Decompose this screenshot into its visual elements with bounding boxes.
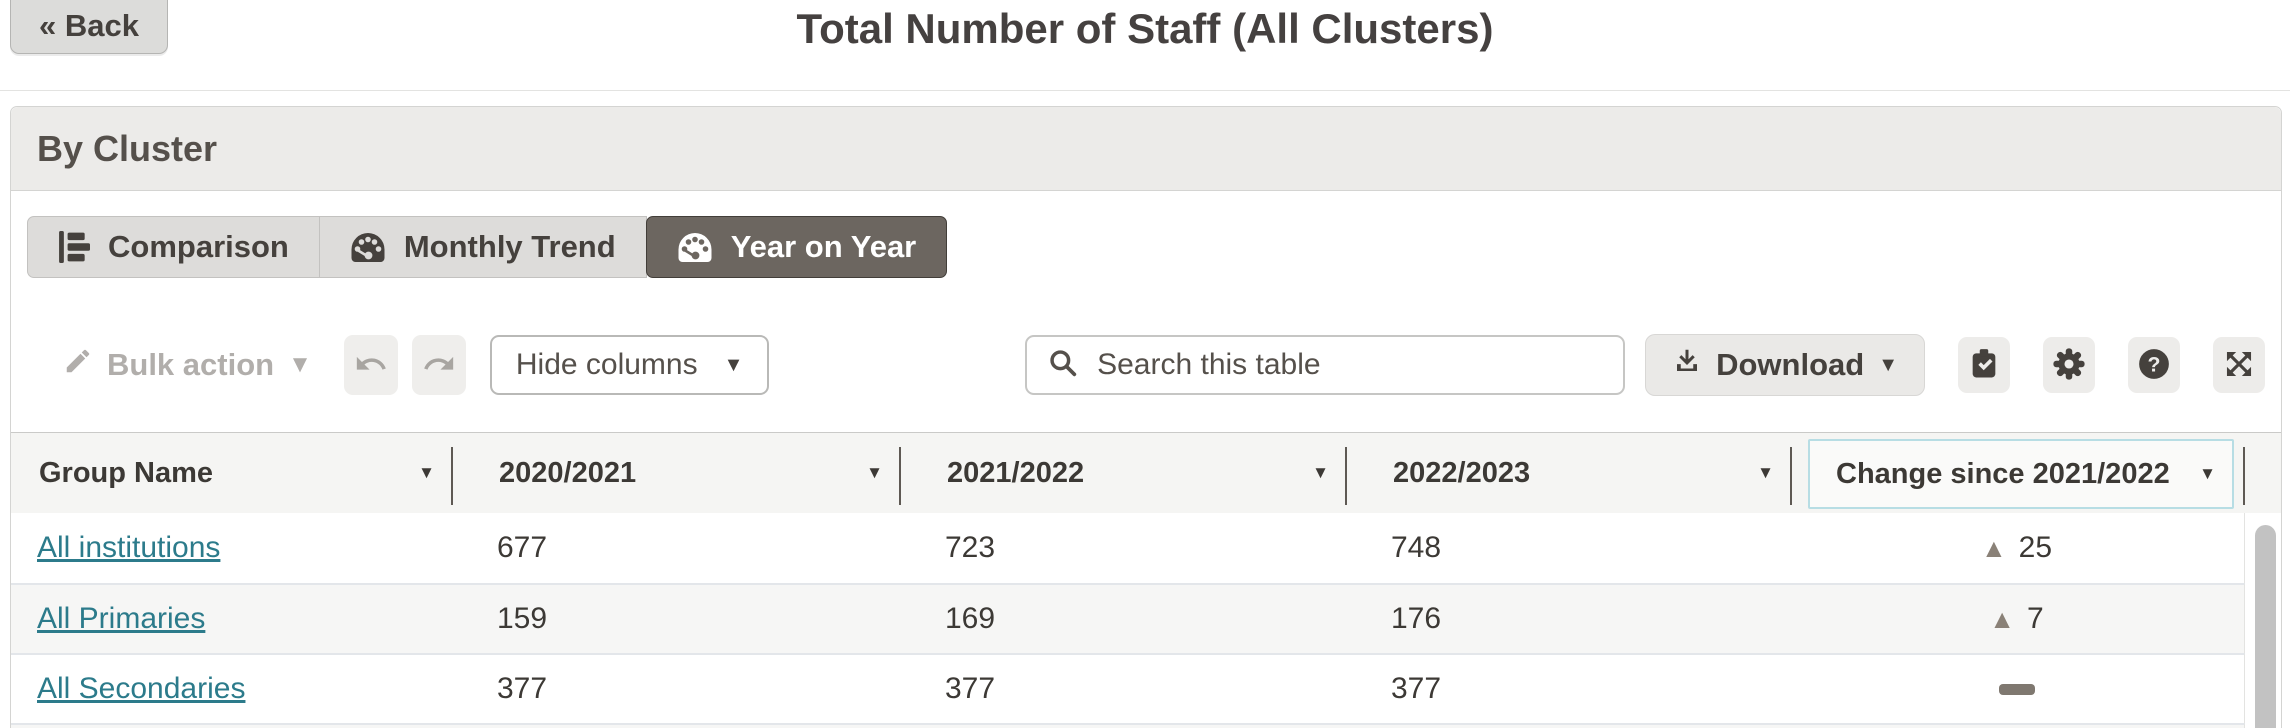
column-separator[interactable]	[2243, 447, 2245, 505]
table-row[interactable]: All institutions 677 723 748 ▲ 25	[11, 513, 2245, 583]
column-header-group-name[interactable]: Group Name ▼	[11, 433, 451, 513]
cell-2022-2023: 377	[1391, 672, 1442, 705]
bulk-action-label: Bulk action	[107, 347, 275, 382]
change-value: 7	[2027, 602, 2044, 635]
cell-2021-2022: 723	[945, 531, 996, 564]
fullscreen-button[interactable]	[2213, 337, 2265, 393]
redo-button[interactable]	[411, 335, 466, 395]
gauge-icon	[677, 232, 713, 263]
column-label: 2021/2022	[947, 456, 1085, 489]
chevron-down-icon[interactable]: ▼	[1757, 463, 1774, 482]
top-divider	[0, 90, 2290, 91]
gear-icon	[2052, 347, 2086, 384]
table-row-partial	[11, 723, 2245, 728]
cell-group-name: All institutions	[11, 531, 451, 565]
help-button[interactable]: ?	[2128, 337, 2180, 393]
table-toolbar: Bulk action ▼ Hide columns ▼	[27, 333, 2265, 397]
download-button[interactable]: Download ▼	[1645, 334, 1925, 396]
caret-down-icon: ▼	[1878, 353, 1898, 376]
group-link[interactable]: All Primaries	[37, 602, 206, 635]
question-circle-icon: ?	[2137, 347, 2171, 384]
group-link[interactable]: All institutions	[37, 531, 221, 564]
search-input[interactable]	[1097, 348, 1604, 382]
cell-group-name: All Primaries	[11, 602, 451, 636]
cell-2021-2022: 377	[945, 672, 996, 705]
search-icon	[1047, 347, 1079, 384]
redo-icon	[422, 347, 456, 384]
select-rows-button[interactable]	[1958, 337, 2010, 393]
column-header-2021-2022[interactable]: 2021/2022 ▼	[901, 433, 1345, 513]
chevron-down-icon[interactable]: ▼	[2199, 464, 2216, 483]
table-header-row: Group Name ▼ 2020/2021 ▼ 2021/2022 ▼ 202…	[11, 432, 2281, 513]
hide-columns-button[interactable]: Hide columns ▼	[489, 335, 770, 395]
undo-button[interactable]	[343, 335, 398, 395]
chevron-down-icon[interactable]: ▼	[866, 463, 883, 482]
vertical-scrollbar[interactable]	[2255, 519, 2276, 728]
header-gap	[2234, 433, 2243, 513]
column-separator[interactable]	[899, 447, 901, 505]
pencil-icon	[63, 346, 93, 384]
panel-header: By Cluster	[11, 107, 2281, 191]
tab-monthly-trend[interactable]: Monthly Trend	[319, 216, 647, 278]
cell-change	[1790, 683, 2243, 695]
column-separator[interactable]	[1790, 447, 1792, 505]
table-row[interactable]: All Primaries 159 169 176 ▲ 7	[11, 583, 2245, 653]
clipboard-check-icon	[1967, 347, 2001, 384]
gauge-icon	[350, 232, 386, 263]
download-icon	[1672, 346, 1702, 384]
column-label: Group Name	[39, 456, 214, 489]
cell-2021-2022: 169	[945, 602, 996, 635]
tab-comparison[interactable]: Comparison	[27, 216, 320, 278]
tab-label: Monthly Trend	[403, 229, 616, 264]
cell-2022-2023: 748	[1391, 531, 1442, 564]
hide-columns-label: Hide columns	[515, 348, 698, 381]
download-label: Download	[1716, 347, 1865, 382]
column-label: Change since 2021/2022	[1836, 457, 2170, 490]
tab-label: Year on Year	[730, 229, 917, 264]
column-separator[interactable]	[1345, 447, 1347, 505]
change-value: 25	[2018, 531, 2053, 564]
cell-2022-2023: 176	[1391, 602, 1442, 635]
panel-title: By Cluster	[37, 127, 218, 169]
settings-button[interactable]	[2043, 337, 2095, 393]
bulk-action-button[interactable]: Bulk action ▼	[63, 346, 312, 384]
no-change-dash-icon	[1998, 683, 2035, 695]
caret-down-icon: ▼	[288, 351, 312, 378]
expand-arrows-icon	[2222, 347, 2256, 384]
column-separator[interactable]	[451, 447, 453, 505]
tab-label: Comparison	[108, 229, 289, 264]
cell-group-name: All Secondaries	[11, 672, 451, 706]
column-header-2022-2023[interactable]: 2022/2023 ▼	[1347, 433, 1790, 513]
page-title: Total Number of Staff (All Clusters)	[796, 5, 1494, 52]
caret-down-icon: ▼	[723, 353, 744, 376]
bar-chart-icon	[58, 231, 90, 263]
column-header-change-since[interactable]: Change since 2021/2022 ▼	[1808, 439, 2234, 509]
chevron-down-icon[interactable]: ▼	[1312, 463, 1329, 482]
svg-text:?: ?	[2148, 352, 2161, 376]
tab-year-on-year[interactable]: Year on Year	[645, 216, 948, 278]
up-triangle-icon: ▲	[1980, 533, 2007, 563]
cell-change: ▲ 25	[1790, 531, 2243, 565]
table-search	[1025, 335, 1626, 395]
table-row[interactable]: All Secondaries 377 377 377	[11, 653, 2245, 723]
column-label: 2022/2023	[1393, 456, 1531, 489]
table-body: All institutions 677 723 748 ▲ 25 All Pr…	[11, 513, 2245, 728]
cell-2020-2021: 677	[497, 531, 548, 564]
column-label: 2020/2021	[499, 456, 637, 489]
cell-change: ▲ 7	[1790, 602, 2243, 636]
panel-body: Comparison Monthly Trend	[11, 191, 2281, 728]
group-link[interactable]: All Secondaries	[37, 672, 246, 705]
by-cluster-panel: By Cluster Comparison	[10, 106, 2282, 728]
scrollbar-thumb[interactable]	[2255, 525, 2276, 728]
up-triangle-icon: ▲	[1989, 604, 2016, 634]
cell-2020-2021: 377	[497, 672, 548, 705]
undo-icon	[354, 347, 388, 384]
column-header-2020-2021[interactable]: 2020/2021 ▼	[453, 433, 899, 513]
view-tabs: Comparison Monthly Trend	[27, 216, 948, 278]
back-button[interactable]: « Back	[10, 0, 168, 54]
cell-2020-2021: 159	[497, 602, 548, 635]
chevron-down-icon[interactable]: ▼	[418, 463, 435, 482]
